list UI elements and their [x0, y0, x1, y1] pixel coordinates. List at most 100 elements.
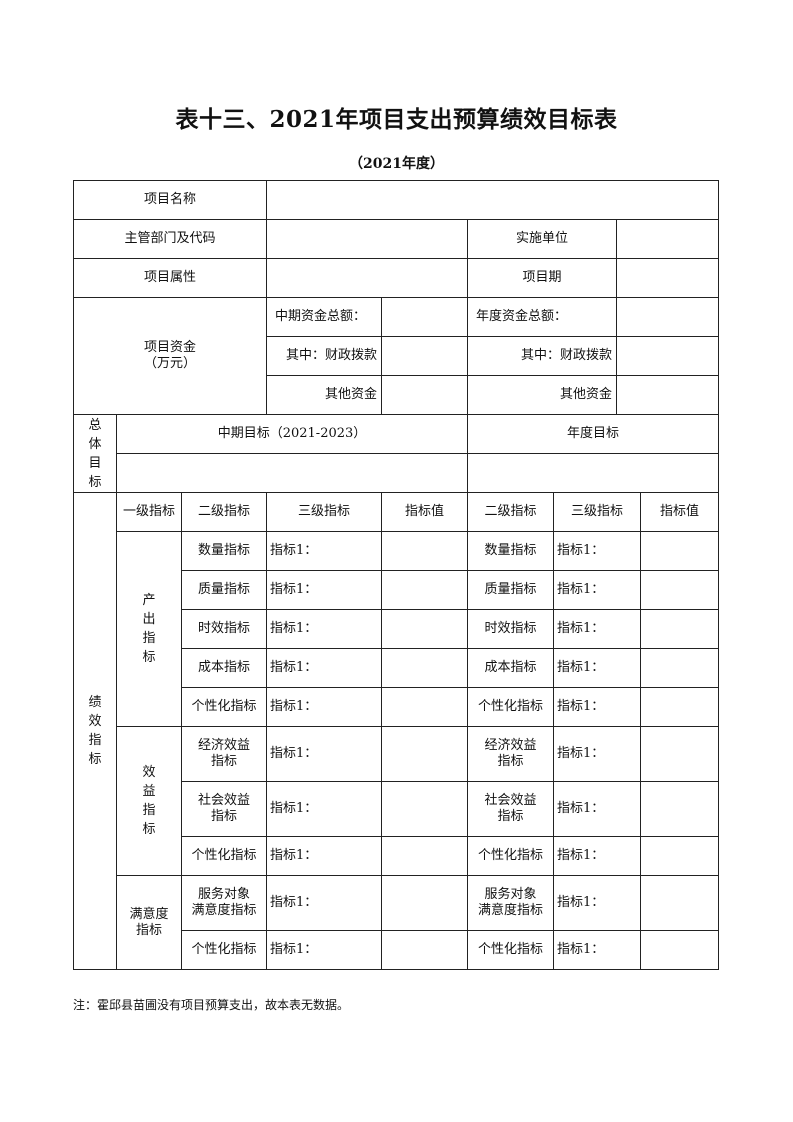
mid-indicator-value: [381, 836, 468, 876]
overall-label: 总体目标: [88, 417, 102, 490]
mid-level2-cell: 个性化指标: [181, 930, 267, 970]
mid-level2-line: 成本指标: [197, 660, 250, 675]
annual-level2-line: 数量指标: [484, 543, 537, 558]
mid-level2-cell: 经济效益 指标: [181, 726, 267, 782]
annual-level2-line: 成本指标: [484, 660, 537, 675]
level1-label-line: 指标: [135, 922, 162, 938]
mid-other-value: [381, 375, 468, 415]
implementer-label: 实施单位: [467, 219, 617, 259]
mid-level3-cell: 指标1：: [266, 570, 382, 610]
indicator-row: 效益指标 经济效益 指标 指标1： 经济效益 指标 指标1：: [74, 726, 720, 876]
page-title: 表十三、2021年项目支出预算绩效目标表: [175, 106, 618, 133]
mid-indicator-value: [381, 531, 468, 571]
annual-indicator-value: [639, 836, 720, 876]
annual-level3-cell: 指标1：: [553, 836, 641, 876]
mid-level2-cell: 服务对象 满意度指标: [181, 875, 267, 931]
overall-annual-value: [466, 453, 720, 493]
annual-level3-cell: 指标1：: [553, 687, 641, 727]
mid-level3-cell: 指标1：: [266, 781, 382, 837]
overall-annual-header: 年度目标: [466, 414, 720, 454]
mid-level2-line: 质量指标: [197, 582, 250, 597]
annual-level2-line: 个性化指标: [477, 699, 543, 714]
project-name-value: [265, 180, 720, 220]
annual-level2-line: 经济效益: [484, 738, 537, 753]
annual-level2-line: 时效指标: [484, 621, 537, 636]
annual-other-label: 其他资金: [467, 375, 617, 415]
annual-level2-cell: 个性化指标: [467, 687, 554, 727]
annual-level2-cell: 质量指标: [467, 570, 554, 610]
annual-level2-cell: 社会效益 指标: [467, 781, 554, 837]
mid-level2-line: 个性化指标: [191, 699, 257, 714]
header-annual-level2: 二级指标: [467, 492, 554, 532]
attribute-row: 项目属性 项目期: [73, 258, 720, 298]
overall-mid-value: [116, 453, 468, 493]
mid-level2-cell: 质量指标: [181, 570, 267, 610]
mid-level3-cell: 指标1：: [266, 609, 382, 649]
mid-level2-line: 指标: [210, 809, 237, 824]
annual-level2-cell: 个性化指标: [467, 836, 554, 876]
header-mid-level2: 二级指标: [181, 492, 267, 532]
mid-level2-line: 指标: [210, 754, 237, 769]
indicator-row: 产出指标 数量指标指标1： 数量指标指标1：: [74, 531, 720, 727]
mid-indicator-value: [381, 687, 468, 727]
mid-indicator-value: [381, 609, 468, 649]
overall-mid-header: 中期目标（2021-2023）: [116, 414, 468, 454]
mid-total-value: [381, 297, 468, 337]
project-name-row: 项目名称: [73, 180, 720, 220]
mid-level2-line: 个性化指标: [191, 848, 257, 863]
level1-label: 产出指标: [142, 593, 156, 665]
annual-other-value: [615, 375, 720, 415]
mid-level2-line: 满意度指标: [191, 903, 257, 918]
implementer-value: [615, 219, 720, 259]
annual-level2-cell: 时效指标: [467, 609, 554, 649]
overall-label-cell: 总体目标: [73, 414, 117, 493]
annual-indicator-value: [639, 648, 720, 688]
annual-indicator-value: [639, 687, 720, 727]
mid-level2-cell: 个性化指标: [181, 836, 267, 876]
annual-fiscal-value: [615, 336, 720, 376]
mid-level3-cell: 指标1：: [266, 875, 382, 931]
annual-level3-cell: 指标1：: [553, 875, 641, 931]
annual-level2-cell: 成本指标: [467, 648, 554, 688]
indicator-row: 社会效益 指标 指标1： 社会效益 指标 指标1：: [74, 781, 720, 837]
mid-level2-line: 个性化指标: [191, 942, 257, 957]
annual-level2-line: 指标: [497, 754, 524, 769]
header-annual-level3: 三级指标: [553, 492, 641, 532]
level1-label-line: 满意度: [129, 906, 169, 922]
performance-label-cell: 绩效指标: [73, 492, 117, 970]
performance-body: 绩效指标 一级指标 二级指标 三级指标 指标值 二级指标 三级指标 指标值 产出…: [73, 492, 720, 970]
annual-indicator-value: [639, 531, 720, 571]
funds-label: 项目资金: [143, 340, 196, 355]
mid-indicator-value: [381, 781, 468, 837]
annual-indicator-value: [639, 781, 720, 837]
mid-level2-cell: 社会效益 指标: [181, 781, 267, 837]
mid-level2-line: 时效指标: [197, 621, 250, 636]
overall-header-row: 总体目标 中期目标（2021-2023） 年度目标: [73, 414, 720, 493]
annual-total-label: 年度资金总额：: [467, 297, 617, 337]
mid-indicator-value: [381, 875, 468, 931]
header-annual-value: 指标值: [639, 492, 720, 532]
header-level1: 一级指标: [116, 492, 182, 532]
annual-indicator-value: [639, 609, 720, 649]
mid-level3-cell: 指标1：: [266, 726, 382, 782]
level1-cell: 满意度 指标: [116, 875, 182, 970]
annual-level2-line: 社会效益: [484, 793, 537, 808]
mid-other-label: 其他资金: [266, 375, 382, 415]
mid-level3-cell: 指标1：: [266, 836, 382, 876]
mid-level3-cell: 指标1：: [266, 930, 382, 970]
funds-total-row: 项目资金 （万元） 中期资金总额： 年度资金总额：: [73, 297, 720, 415]
department-label: 主管部门及代码: [73, 219, 267, 259]
indicator-row: 个性化指标 指标1： 个性化指标 指标1：: [74, 687, 720, 727]
department-row: 主管部门及代码 实施单位: [73, 219, 720, 259]
annual-level3-cell: 指标1：: [553, 781, 641, 837]
annual-level3-cell: 指标1：: [553, 609, 641, 649]
project-name-label: 项目名称: [73, 180, 267, 220]
mid-fiscal-value: [381, 336, 468, 376]
performance-target-table: 项目名称 主管部门及代码 实施单位 项目属性 项目期 项目资金 （万元） 中期资…: [73, 180, 720, 970]
mid-level2-cell: 数量指标: [181, 531, 267, 571]
mid-level2-line: 数量指标: [197, 543, 250, 558]
annual-level2-line: 指标: [497, 809, 524, 824]
header-mid-value: 指标值: [381, 492, 468, 532]
annual-indicator-value: [639, 875, 720, 931]
mid-fiscal-label: 其中：财政拨款: [266, 336, 382, 376]
